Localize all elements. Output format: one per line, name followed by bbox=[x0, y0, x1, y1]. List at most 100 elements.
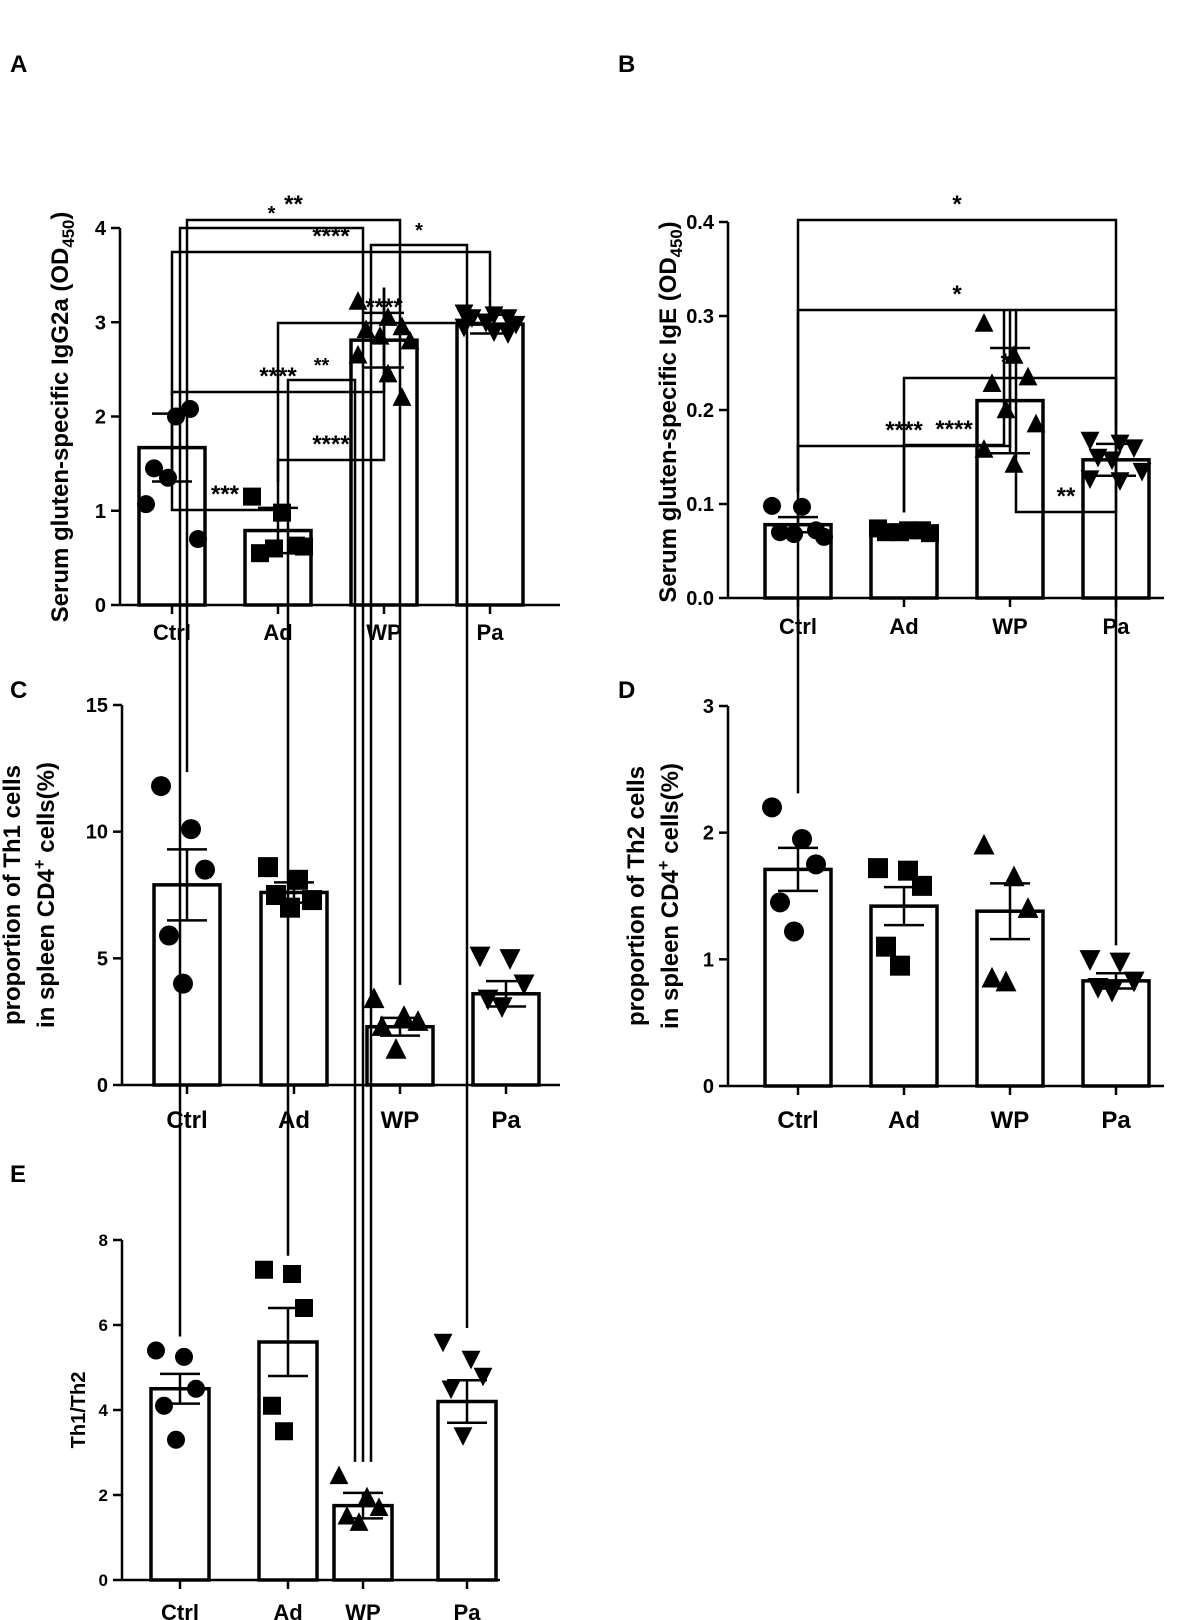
data-point-ad bbox=[921, 524, 939, 543]
panel-letter-a: A bbox=[10, 51, 27, 78]
significance-bracket bbox=[276, 298, 492, 483]
y-tick-label: 0.4 bbox=[686, 212, 715, 234]
data-point-wp bbox=[1004, 454, 1024, 473]
significance-label: ** bbox=[314, 355, 330, 377]
category-label-ctrl: Ctrl bbox=[153, 620, 191, 645]
data-point-pa bbox=[1079, 950, 1101, 971]
data-point-ctrl bbox=[159, 925, 179, 946]
significance-label: *** bbox=[211, 481, 240, 508]
data-point-ctrl bbox=[771, 523, 789, 542]
y-tick-label: 0 bbox=[97, 1075, 108, 1097]
data-point-ctrl bbox=[792, 829, 812, 849]
data-point-wp bbox=[995, 970, 1017, 992]
panel-letter-e: E bbox=[10, 1161, 26, 1188]
data-point-ctrl bbox=[763, 496, 781, 515]
data-point-wp bbox=[1017, 897, 1039, 918]
y-axis-label: Serum gluten-specific IgE (OD450) bbox=[655, 221, 686, 602]
data-point-pa bbox=[433, 1333, 453, 1353]
data-point-wp bbox=[371, 1015, 393, 1036]
y-tick-label: 4 bbox=[95, 218, 107, 240]
data-point-ctrl bbox=[806, 854, 826, 875]
category-label-pa: Pa bbox=[454, 1600, 482, 1620]
category-label-wp: WP bbox=[381, 1107, 420, 1134]
data-point-pa bbox=[441, 1380, 461, 1400]
significance-label: * bbox=[415, 220, 423, 242]
data-point-wp bbox=[400, 330, 420, 350]
y-tick-label: 0.3 bbox=[686, 306, 714, 328]
category-label-ad: Ad bbox=[273, 1600, 302, 1620]
data-point-ctrl bbox=[815, 527, 833, 546]
data-point-ctrl bbox=[137, 495, 155, 514]
data-point-ad bbox=[876, 936, 896, 957]
y-tick-label: 3 bbox=[95, 312, 106, 334]
data-point-wp bbox=[1003, 865, 1025, 887]
data-point-ad bbox=[243, 487, 261, 506]
data-point-ctrl bbox=[181, 819, 201, 840]
data-point-pa bbox=[513, 974, 535, 996]
category-label-ctrl: Ctrl bbox=[777, 1107, 818, 1134]
significance-bracket bbox=[170, 394, 280, 512]
significance-bracket bbox=[796, 218, 1118, 946]
data-point-ad bbox=[295, 1299, 313, 1317]
significance-label: * bbox=[268, 203, 276, 225]
data-point-wp bbox=[1018, 366, 1038, 386]
data-point-wp bbox=[357, 1486, 377, 1506]
category-label-wp: WP bbox=[345, 1600, 380, 1620]
category-label-pa: Pa bbox=[477, 620, 505, 645]
data-point-pa bbox=[499, 949, 521, 970]
data-point-pa bbox=[1088, 448, 1108, 468]
data-point-pa bbox=[469, 946, 491, 968]
data-point-wp bbox=[974, 439, 994, 458]
data-point-wp bbox=[981, 966, 1003, 988]
significance-label: **** bbox=[935, 416, 973, 443]
significance-label: ** bbox=[284, 191, 303, 218]
panel-d-chart: 0 1 2 3 Ctrl Ad WP Pa * proportion of Th2 cells in… bbox=[623, 191, 1164, 1134]
y-axis-label: Serum gluten-specific IgG2a (OD450) bbox=[47, 212, 78, 623]
y-axis-label-group: Th1/Th2 bbox=[68, 1372, 90, 1449]
data-point-ctrl bbox=[155, 1396, 173, 1415]
data-point-ad bbox=[912, 875, 932, 896]
data-point-ctrl bbox=[195, 859, 215, 880]
data-point-pa bbox=[491, 997, 513, 1018]
data-point-pa bbox=[453, 1427, 473, 1446]
data-point-wp bbox=[982, 373, 1002, 392]
data-point-wp bbox=[973, 833, 995, 855]
data-point-pa bbox=[1124, 439, 1144, 458]
category-label-ad: Ad bbox=[888, 1107, 920, 1134]
data-point-ad bbox=[890, 955, 910, 976]
data-point-ctrl bbox=[785, 525, 803, 544]
panel-letter-b: B bbox=[618, 51, 635, 78]
data-point-pa bbox=[498, 325, 518, 344]
significance-bracket bbox=[185, 218, 402, 985]
significance-bracket bbox=[170, 250, 492, 395]
significance-bracket bbox=[178, 226, 365, 1462]
data-point-pa bbox=[1123, 971, 1145, 993]
y-tick-label: 0 bbox=[99, 1571, 108, 1590]
data-point-ad bbox=[868, 858, 888, 879]
category-label-pa: Pa bbox=[491, 1107, 521, 1134]
data-point-wp bbox=[337, 1505, 357, 1525]
y-tick-label: 2 bbox=[703, 823, 714, 845]
significance-label: ** bbox=[1001, 349, 1020, 376]
data-point-ctrl bbox=[784, 921, 804, 942]
data-point-ctrl bbox=[762, 797, 782, 818]
y-axis-label-line1: proportion of Th2 cells bbox=[623, 766, 650, 1026]
y-tick-label: 0 bbox=[703, 1076, 714, 1098]
data-point-ad bbox=[898, 860, 918, 881]
y-tick-label: 2 bbox=[95, 407, 106, 429]
y-tick-label: 6 bbox=[99, 1316, 108, 1335]
category-label-ctrl: Ctrl bbox=[161, 1600, 199, 1620]
category-label-ad: Ad bbox=[278, 1107, 310, 1134]
data-point-ctrl bbox=[167, 1430, 185, 1449]
data-point-pa bbox=[484, 323, 504, 343]
data-point-ad bbox=[258, 857, 278, 878]
data-point-ctrl bbox=[175, 1347, 193, 1366]
data-point-pa bbox=[1109, 952, 1131, 974]
y-tick-label: 8 bbox=[99, 1231, 108, 1250]
data-point-ad bbox=[877, 523, 895, 542]
data-point-ctrl bbox=[793, 497, 811, 516]
y-tick-label: 3 bbox=[703, 696, 714, 718]
y-tick-label: 1 bbox=[95, 501, 106, 523]
data-point-pa bbox=[1132, 462, 1152, 482]
